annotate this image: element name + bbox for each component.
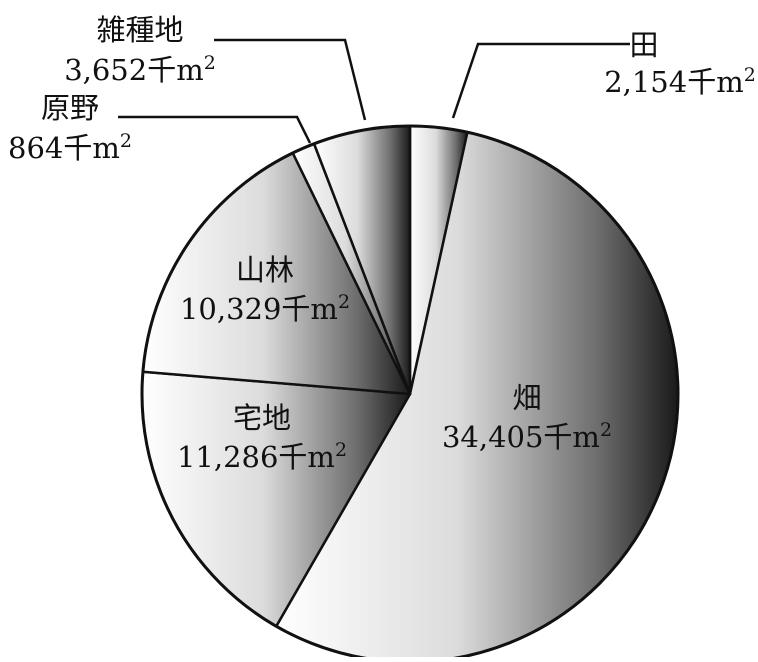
slice-value-0: 2,154千m2 [604,64,756,99]
leader-line-0 [451,42,630,119]
slice-label-4: 原野 [41,91,99,125]
slices-layer [140,124,680,662]
slice-label-1: 畑 [512,381,541,415]
leader-line-4 [118,115,312,144]
leader-line-5 [214,38,367,121]
slice-label-5: 雑種地 [96,13,183,47]
pie-outline [140,124,680,662]
slice-labels: 田2,154千m2 畑 34,405千m2 宅地 11,286千m2 山林 10,329千m… [8,13,756,474]
slice-value-2: 11,286千m2 [177,439,347,474]
leader-lines [118,38,630,144]
slice-label-3: 山林 [236,253,294,287]
slice-value-4: 864千m2 [8,130,132,165]
slice-value-3: 10,329千m2 [180,291,350,326]
slice-value-1: 34,405千m2 [442,419,612,454]
slice-label-0: 田 [629,28,658,62]
slice-value-5: 3,652千m2 [64,52,216,87]
slice-label-2: 宅地 [233,401,291,435]
